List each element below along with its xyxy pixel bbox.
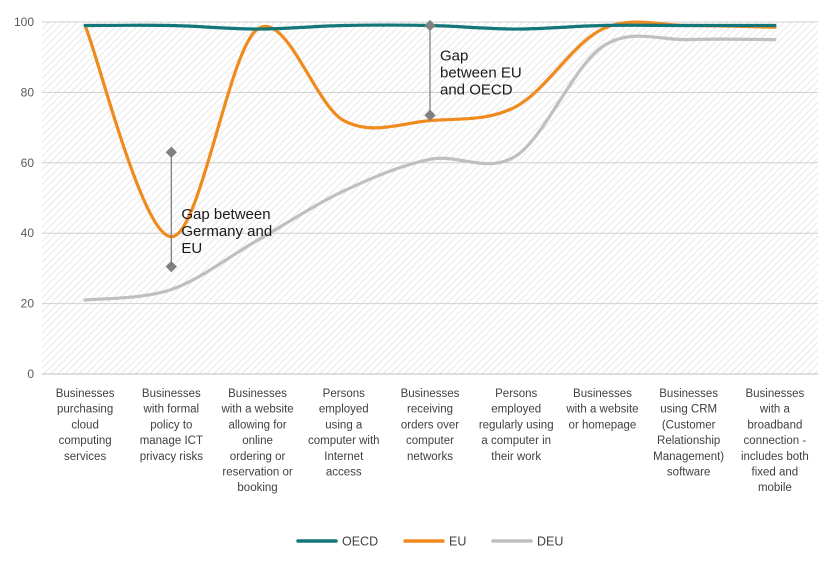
x-category-line: their work <box>491 451 541 463</box>
x-category-line: employed <box>319 404 369 416</box>
x-category-line: Businesses <box>228 388 287 400</box>
x-category-line: (Customer <box>662 419 716 431</box>
x-category-line: Persons <box>495 388 537 400</box>
x-category-line: software <box>667 467 710 479</box>
x-category-line: mobile <box>758 482 792 494</box>
x-category-line: with a website <box>220 404 293 416</box>
x-category-line: privacy risks <box>140 451 204 463</box>
x-category-line: services <box>64 451 106 463</box>
x-category-label: Businesses using CRM (Customer Relationship… <box>653 388 724 479</box>
x-category-label: Persons employed regularly using a computer… <box>479 388 554 463</box>
y-tick-label: 0 <box>27 367 34 381</box>
x-axis: Businesses purchasing cloud computing servic… <box>56 388 809 494</box>
gap-label-line: Gap <box>440 48 468 65</box>
x-category-line: regularly using <box>479 419 554 431</box>
gap-label-line: and OECD <box>440 82 513 99</box>
series-line-deu <box>83 34 777 302</box>
gap-annotations: Gap between Germany and EU Gap between EU and… <box>165 19 522 273</box>
gap-label-line: EU <box>181 240 202 257</box>
x-category-line: broadband <box>747 419 802 431</box>
x-category-line: Businesses <box>56 388 115 400</box>
gap-label: Gap between Germany and EU <box>181 206 272 257</box>
x-category-line: receiving <box>407 404 453 416</box>
x-category-label: Businesses with a website allowing for onli… <box>220 388 293 494</box>
y-tick-label: 20 <box>21 297 35 311</box>
x-category-line: Businesses <box>659 388 718 400</box>
x-category-line: using a <box>325 419 363 431</box>
x-category-line: Management) <box>653 451 724 463</box>
x-category-line: includes both <box>741 451 809 463</box>
x-category-line: online <box>242 435 273 447</box>
x-category-line: connection - <box>744 435 807 447</box>
x-category-line: with a <box>759 404 791 416</box>
x-category-line: with formal <box>143 404 200 416</box>
gap-label-line: between EU <box>440 65 522 82</box>
x-category-line: a computer in <box>481 435 551 447</box>
x-category-label: Businesses with a website or homepage <box>565 388 638 431</box>
legend-label-deu: DEU <box>537 535 563 549</box>
x-category-line: computing <box>59 435 112 447</box>
x-category-line: orders over <box>401 419 459 431</box>
x-category-line: Internet <box>324 451 364 463</box>
x-category-label: Persons employed using a computer with Inter… <box>308 388 380 479</box>
x-category-line: Businesses <box>573 388 632 400</box>
x-category-line: computer with <box>308 435 380 447</box>
x-category-line: fixed and <box>752 467 799 479</box>
x-category-line: ordering or <box>230 451 286 463</box>
gap-label-line: Germany and <box>181 223 272 240</box>
x-category-line: with a website <box>565 404 638 416</box>
x-category-line: Businesses <box>745 388 804 400</box>
gap-marker <box>165 260 177 273</box>
x-category-line: policy to <box>150 419 192 431</box>
x-category-label: Businesses with formal policy to manage ICT… <box>140 388 204 463</box>
x-category-line: Relationship <box>657 435 720 447</box>
gap-marker <box>165 146 177 158</box>
x-category-line: purchasing <box>57 404 113 416</box>
y-axis: 0 20 40 60 80 100 <box>14 15 34 381</box>
legend-label-eu: EU <box>449 535 466 549</box>
y-tick-label: 100 <box>14 15 34 29</box>
x-category-line: booking <box>237 482 277 494</box>
x-category-line: allowing for <box>228 419 286 431</box>
x-category-line: cloud <box>71 419 99 431</box>
legend: OECD EU DEU <box>296 535 563 549</box>
x-category-line: Businesses <box>142 388 201 400</box>
x-category-line: manage ICT <box>140 435 203 447</box>
x-category-label: Businesses receiving orders over computer ne… <box>401 388 460 463</box>
gap-label-line: Gap between <box>181 206 270 223</box>
x-category-line: using CRM <box>660 404 717 416</box>
x-category-line: or homepage <box>569 419 637 431</box>
x-category-label: Businesses with a broadband connection - inc… <box>741 388 809 494</box>
x-category-line: networks <box>407 451 453 463</box>
y-tick-label: 80 <box>21 85 35 99</box>
gap-label: Gap between EU and OECD <box>440 48 522 99</box>
x-category-line: access <box>326 467 362 479</box>
x-category-label: Businesses purchasing cloud computing servic… <box>56 388 115 463</box>
x-category-line: reservation or <box>222 467 292 479</box>
legend-label-oecd: OECD <box>342 535 378 549</box>
x-category-line: employed <box>491 404 541 416</box>
x-category-line: Businesses <box>401 388 460 400</box>
y-tick-label: 40 <box>21 226 35 240</box>
x-category-line: Persons <box>323 388 365 400</box>
x-category-line: computer <box>406 435 454 447</box>
y-tick-label: 60 <box>21 156 35 170</box>
